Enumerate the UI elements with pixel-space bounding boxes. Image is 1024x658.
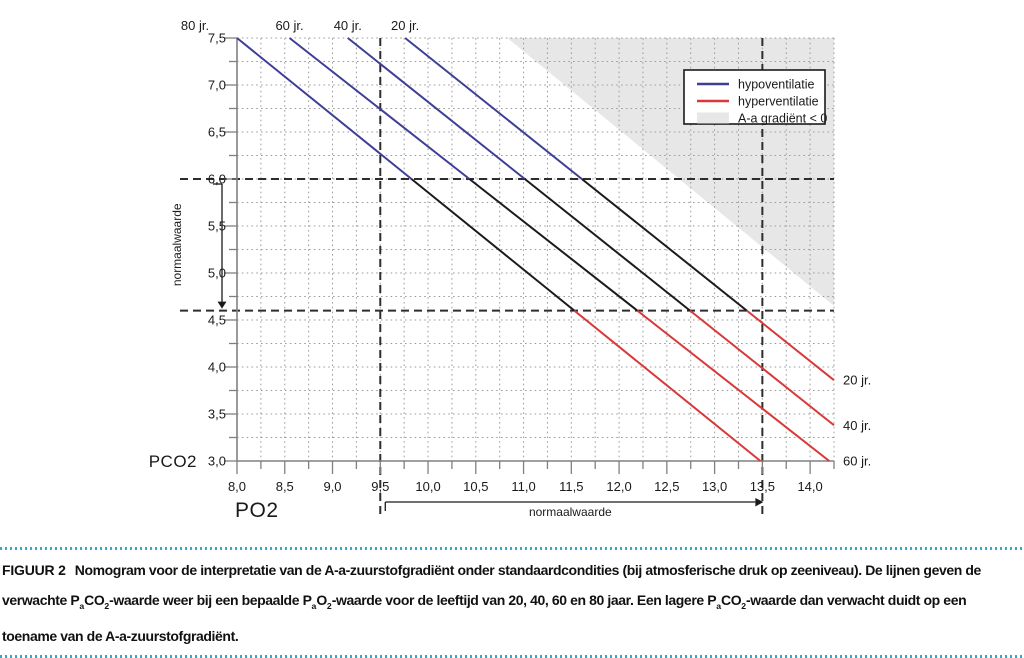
caption-label: FIGUUR 2 bbox=[2, 562, 66, 578]
caption-segment: -waarde weer bij een bepaalde P bbox=[109, 592, 312, 608]
svg-text:4,0: 4,0 bbox=[208, 360, 226, 375]
svg-text:60 jr.: 60 jr. bbox=[275, 18, 303, 33]
svg-text:normaalwaarde: normaalwaarde bbox=[529, 505, 612, 519]
svg-text:8,0: 8,0 bbox=[228, 479, 246, 494]
dotted-rule-bottom bbox=[0, 654, 1024, 658]
svg-text:80 jr.: 80 jr. bbox=[181, 18, 209, 33]
svg-text:13,0: 13,0 bbox=[702, 479, 727, 494]
legend-item-label: A-a gradiënt < 0 bbox=[738, 112, 827, 126]
svg-text:12,0: 12,0 bbox=[606, 479, 631, 494]
caption-segment: Nomogram voor de interpretatie van de A-… bbox=[2, 562, 981, 608]
svg-text:13,5: 13,5 bbox=[750, 479, 775, 494]
legend-item-label: hyperventilatie bbox=[738, 95, 819, 109]
axis-ticks bbox=[224, 37, 835, 474]
svg-text:normaalwaarde: normaalwaarde bbox=[170, 203, 184, 286]
age-line-20: 20 jr. 20 jr. bbox=[391, 18, 871, 388]
svg-text:8,5: 8,5 bbox=[276, 479, 294, 494]
svg-text:6,0: 6,0 bbox=[208, 172, 226, 187]
svg-text:9,5: 9,5 bbox=[371, 479, 389, 494]
caption-segment: a bbox=[311, 600, 317, 611]
figure-caption: FIGUUR 2 Nomogram voor de interpretatie v… bbox=[0, 547, 1024, 658]
age-line-80: 80 jr. bbox=[181, 18, 762, 462]
svg-text:14,0: 14,0 bbox=[797, 479, 822, 494]
svg-text:20 jr.: 20 jr. bbox=[391, 18, 419, 33]
normal-range-po2-bracket: normaalwaarde bbox=[384, 498, 764, 519]
svg-text:9,0: 9,0 bbox=[323, 479, 341, 494]
svg-text:6,5: 6,5 bbox=[208, 125, 226, 140]
svg-text:3,0: 3,0 bbox=[208, 454, 226, 469]
caption-segment: 2 bbox=[326, 600, 332, 611]
svg-text:12,5: 12,5 bbox=[654, 479, 679, 494]
dotted-rule-top bbox=[0, 547, 1024, 550]
caption-segment: a bbox=[79, 600, 85, 611]
svg-text:11,0: 11,0 bbox=[511, 479, 535, 494]
svg-text:5,0: 5,0 bbox=[208, 266, 226, 281]
caption-segment: -waarde dan verwacht duidt op een toenam… bbox=[2, 592, 967, 644]
svg-text:40 jr.: 40 jr. bbox=[843, 418, 871, 433]
svg-text:3,5: 3,5 bbox=[208, 407, 226, 422]
caption-segment: O bbox=[316, 592, 327, 608]
svg-text:40 jr.: 40 jr. bbox=[334, 18, 362, 33]
svg-text:10,0: 10,0 bbox=[415, 479, 440, 494]
svg-text:5,5: 5,5 bbox=[208, 219, 226, 234]
normal-range-pco2-bracket: normaalwaarde bbox=[170, 183, 227, 309]
nomogram-chart-area: 8,0 8,5 9,0 9,5 10,0 10,5 11,0 11,5 12,0 12,5 13,0… bbox=[149, 18, 871, 522]
caption-segment: a bbox=[716, 600, 722, 611]
caption-segment: CO bbox=[84, 592, 105, 608]
svg-text:4,5: 4,5 bbox=[208, 313, 226, 328]
y-axis-title: PCO2 bbox=[149, 452, 197, 471]
axis-titles: PCO2 PO2 bbox=[149, 452, 279, 522]
svg-text:60 jr.: 60 jr. bbox=[843, 454, 871, 469]
svg-text:7,0: 7,0 bbox=[208, 78, 226, 93]
legend-item-label: hypoventilatie bbox=[738, 78, 814, 92]
nomogram-chart: 8,0 8,5 9,0 9,5 10,0 10,5 11,0 11,5 12,0 12,5 13,0… bbox=[149, 18, 871, 522]
caption-text: FIGUUR 2 Nomogram voor de interpretatie v… bbox=[2, 555, 1018, 651]
svg-text:20 jr.: 20 jr. bbox=[843, 373, 871, 388]
svg-text:11,5: 11,5 bbox=[559, 479, 583, 494]
caption-segment: 2 bbox=[741, 600, 747, 611]
svg-text:10,5: 10,5 bbox=[463, 479, 488, 494]
age-line-60: 60 jr. 60 jr. bbox=[275, 18, 871, 469]
caption-segment: CO bbox=[721, 592, 742, 608]
x-axis-title: PO2 bbox=[235, 499, 279, 522]
caption-segment: -waarde voor de leeftijd van 20, 40, 60 … bbox=[331, 592, 717, 608]
legend-swatch-box bbox=[697, 112, 729, 124]
age-line-40: 40 jr. 40 jr. bbox=[334, 18, 871, 433]
caption-segment: 2 bbox=[104, 600, 110, 611]
legend: hypoventilatie hyperventilatie A-a gradiën… bbox=[683, 69, 827, 126]
svg-text:7,5: 7,5 bbox=[208, 31, 226, 46]
